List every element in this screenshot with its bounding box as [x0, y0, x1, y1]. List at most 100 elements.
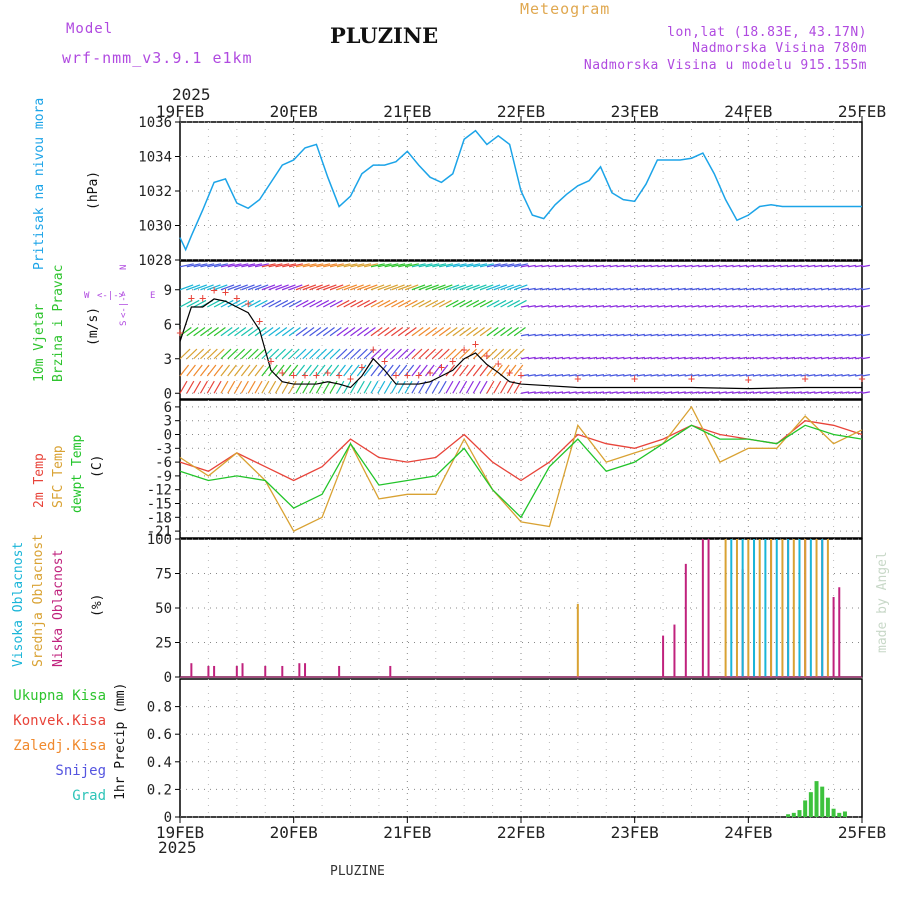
wind-arrow	[718, 333, 727, 337]
wind-arrow	[616, 356, 625, 360]
wind-arrow	[650, 333, 659, 337]
wind-arrow	[329, 327, 342, 337]
wind-arrow	[282, 263, 297, 268]
wind-arrow	[623, 305, 632, 308]
wind-arrow	[589, 305, 598, 308]
wind-arrow	[193, 327, 206, 337]
wind-arrow	[595, 374, 605, 377]
wind-arrow	[220, 299, 234, 308]
wind-arrow	[500, 364, 510, 377]
time-tick-top: 20FEB	[270, 102, 318, 121]
wind-arrow	[739, 391, 748, 394]
wind-arrow	[425, 299, 439, 308]
wind-arrow	[732, 264, 741, 268]
wind-arrow	[657, 305, 666, 308]
wind-gust-marker: +	[438, 360, 445, 374]
wind-arrow	[575, 333, 584, 337]
wind-arrow	[370, 364, 381, 377]
wind-arrow	[486, 364, 496, 377]
wind-arrow	[391, 263, 406, 268]
wind-arrow	[711, 305, 720, 308]
wind-arrow	[616, 391, 625, 394]
wind-arrow	[575, 356, 584, 360]
wind-arrow	[793, 374, 802, 377]
wind-arrow	[848, 264, 857, 268]
wind-arrow	[711, 287, 720, 291]
wind-arrow	[820, 287, 830, 291]
wind-arrow	[589, 333, 598, 337]
wind-arrow	[473, 284, 487, 291]
ytick-pressure: 1032	[138, 184, 172, 200]
wind-arrow	[780, 391, 789, 394]
wind-arrow	[295, 327, 308, 337]
wind-arrow	[575, 264, 584, 268]
wind-arrow	[384, 364, 394, 377]
wind-arrow	[814, 287, 823, 291]
wind-arrow	[220, 327, 233, 337]
wind-arrow	[745, 374, 755, 377]
svg-text:E: E	[150, 291, 155, 301]
wind-arrow	[220, 380, 229, 394]
wind-arrow	[548, 333, 557, 337]
temp-unit: (C)	[90, 455, 105, 478]
wind-arrow	[418, 299, 432, 308]
wind-arrow	[554, 356, 564, 360]
wind-arrow	[349, 380, 359, 394]
wind-arrow	[827, 374, 836, 377]
time-tick-top: 24FEB	[724, 102, 772, 121]
wind-arrow	[636, 374, 645, 377]
wind-arrow	[411, 299, 425, 308]
wind-arrow	[780, 374, 789, 377]
precip-bar	[803, 800, 808, 817]
precip-bar	[825, 797, 830, 817]
wind-arrow	[411, 284, 426, 291]
wind-arrow	[623, 264, 632, 268]
wind-arrow	[807, 264, 816, 268]
wind-arrow	[589, 264, 598, 268]
wind-arrow	[213, 364, 224, 377]
wind-arrow	[234, 299, 248, 308]
wind-arrow	[397, 380, 406, 394]
wind-arrow	[616, 287, 625, 291]
wind-arrow	[295, 263, 310, 268]
wind-arrow	[630, 333, 639, 337]
wind-arrow	[391, 299, 405, 308]
wind-arrow	[786, 356, 795, 360]
wind-arrow	[275, 299, 289, 308]
wind-gust-marker: +	[426, 366, 433, 380]
wind-gust-marker: +	[222, 285, 229, 299]
wind-arrow	[411, 263, 426, 268]
wind-arrow	[609, 391, 618, 394]
wind-arrow	[513, 348, 525, 360]
svg-text:S: S	[119, 321, 129, 326]
wind-arrow	[445, 299, 459, 308]
wind-arrow	[309, 284, 323, 291]
wind-arrow	[541, 333, 550, 337]
wind-gust-marker: +	[574, 371, 581, 385]
pressure-label: Pritisak na nivou mora	[32, 98, 47, 270]
wind-arrow	[848, 356, 857, 360]
wind-arrow	[554, 264, 564, 268]
wind-arrow	[404, 299, 418, 308]
wind-arrow	[548, 264, 557, 268]
wind-arrow	[432, 284, 446, 291]
wind-arrow	[193, 348, 205, 360]
wind-label-2: Brzina i Pravac	[51, 265, 66, 382]
ytick-cloud: 50	[155, 601, 172, 617]
wind-arrow	[288, 284, 303, 291]
wind-arrow	[336, 327, 349, 337]
precip-bar	[837, 812, 842, 817]
wind-arrow	[425, 348, 437, 360]
wind-arrow	[800, 356, 809, 360]
wind-arrow	[431, 327, 445, 337]
wind-arrow	[288, 299, 302, 308]
wind-arrow	[752, 264, 761, 268]
wind-gust-marker: +	[347, 371, 354, 385]
wind-arrow	[527, 333, 536, 337]
wind-arrow	[240, 364, 251, 377]
wind-arrow	[568, 356, 577, 360]
wind-arrow	[452, 263, 467, 268]
wind-arrow	[247, 299, 261, 308]
wind-arrow	[732, 391, 741, 394]
wind-arrow	[343, 327, 356, 337]
